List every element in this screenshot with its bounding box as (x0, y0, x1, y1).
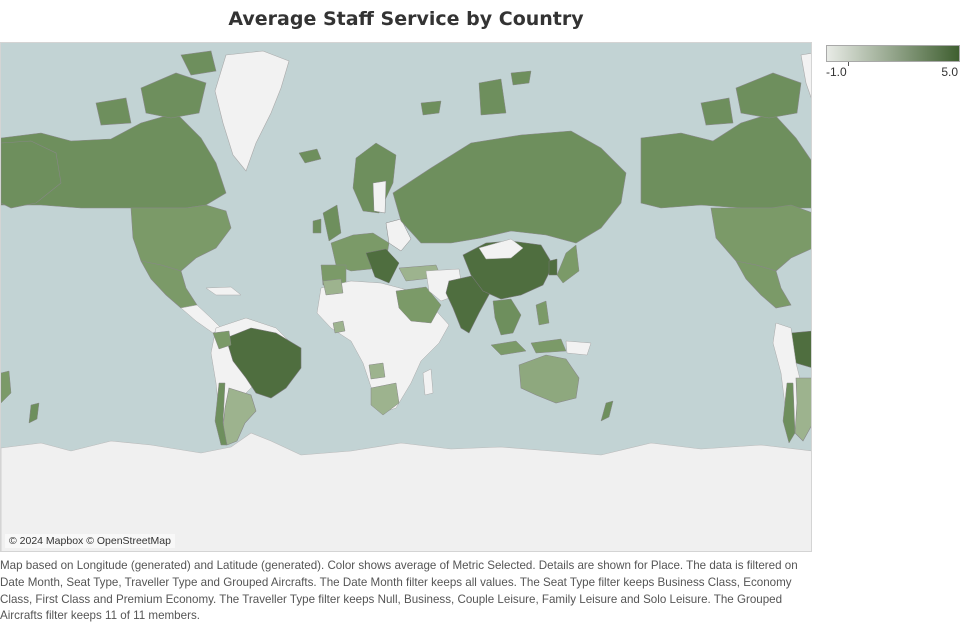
saudi-arabia[interactable] (395, 286, 442, 324)
southeast-asia[interactable] (492, 298, 522, 336)
finland (372, 180, 387, 214)
italy-balkans[interactable] (365, 248, 400, 284)
map-caption: Map based on Longitude (generated) and L… (0, 559, 798, 623)
legend-gradient-bar (826, 45, 960, 62)
morocco[interactable] (322, 278, 344, 296)
chart-title: Average Staff Service by Country (228, 8, 584, 30)
eastern-europe (385, 218, 412, 252)
antarctica (1, 432, 811, 551)
mongolia (478, 238, 524, 260)
mexico-repeat[interactable] (735, 260, 792, 309)
russia[interactable] (392, 130, 627, 244)
world-map[interactable]: © 2024 Mapbox © OpenStreetMap (0, 42, 812, 552)
colombia[interactable] (212, 330, 232, 350)
iceland[interactable] (298, 148, 322, 164)
argentina[interactable] (222, 387, 257, 446)
north-america-repeat[interactable] (640, 112, 812, 209)
legend-max-label: 5.0 (941, 65, 958, 79)
usa-repeat[interactable] (710, 204, 812, 272)
greenland (214, 50, 290, 172)
arctic-islands-repeat[interactable] (700, 72, 802, 126)
map-canvas[interactable] (1, 43, 812, 552)
philippines[interactable] (535, 300, 550, 326)
legend-tick-min (848, 62, 849, 66)
australia[interactable] (518, 354, 580, 404)
zambia[interactable] (368, 362, 386, 380)
japan[interactable] (556, 244, 580, 284)
chile-repeat[interactable] (782, 382, 796, 444)
west-africa-nation[interactable] (332, 320, 346, 334)
papua-new-guinea (565, 340, 592, 356)
alaska[interactable] (1, 140, 62, 209)
color-legend: -1.0 5.0 (826, 45, 960, 81)
new-zealand[interactable] (28, 400, 614, 424)
usa[interactable] (130, 204, 232, 272)
argentina-repeat[interactable] (794, 377, 812, 442)
madagascar (422, 368, 434, 396)
south-america-edge[interactable] (1, 370, 12, 404)
greenland-repeat (800, 53, 811, 99)
korea[interactable] (548, 258, 558, 276)
legend-min-label: -1.0 (826, 65, 847, 79)
brazil[interactable] (225, 327, 302, 399)
arctic-islands[interactable] (95, 50, 217, 126)
russia-islands[interactable] (420, 70, 532, 116)
south-africa[interactable] (370, 382, 400, 416)
indonesia[interactable] (490, 338, 567, 356)
uk-ireland[interactable] (312, 204, 342, 242)
chile[interactable] (214, 382, 228, 446)
map-attribution[interactable]: © 2024 Mapbox © OpenStreetMap (5, 534, 175, 548)
